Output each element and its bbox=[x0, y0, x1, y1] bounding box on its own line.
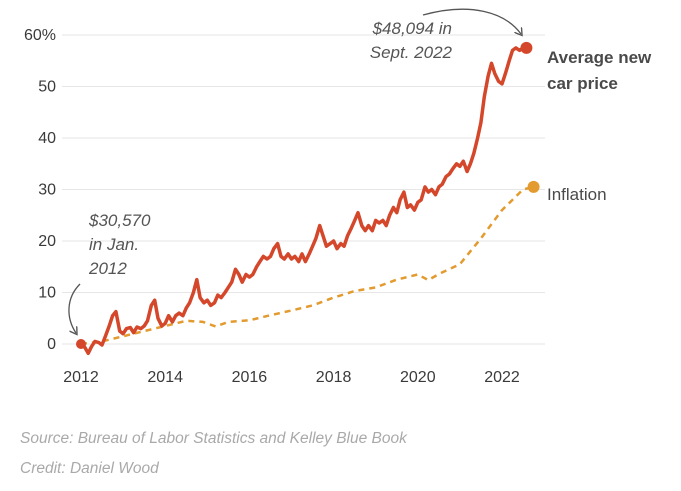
annotation-jan-2012-line-1: $30,570 bbox=[88, 211, 151, 230]
series-line-average-new-car-price bbox=[79, 46, 529, 356]
y-tick-label-10: 10 bbox=[38, 285, 56, 302]
y-tick-label-60: 60% bbox=[24, 27, 56, 44]
series-end-labels: Average new car price Inflation bbox=[547, 48, 652, 204]
x-tick-label-2012: 2012 bbox=[63, 369, 99, 386]
series-lines bbox=[76, 41, 540, 356]
x-axis-ticks: 2012 2014 2016 2018 2020 2022 bbox=[63, 369, 520, 386]
gridlines bbox=[62, 34, 545, 345]
y-axis-ticks: 0 10 20 30 40 50 60% bbox=[24, 27, 56, 353]
y-tick-label-20: 20 bbox=[38, 233, 56, 250]
series-label-inflation: Inflation bbox=[547, 185, 607, 204]
y-tick-label-40: 40 bbox=[38, 130, 56, 147]
annotation-jan-2012-line-2: in Jan. bbox=[89, 235, 139, 254]
annotation-arrow-sept-2022 bbox=[422, 8, 521, 34]
annotation-sept-2022-line-1: $48,094 in bbox=[372, 19, 452, 38]
series-label-average-new-car-price-line-1: Average new bbox=[547, 48, 652, 67]
annotation-sept-2022-line-2: Sept. 2022 bbox=[370, 43, 453, 62]
y-tick-label-30: 30 bbox=[38, 182, 56, 199]
annotations: $48,094 in Sept. 2022 $30,570 in Jan. 2012 bbox=[68, 8, 521, 333]
series-start-point-average-new-car-price bbox=[76, 339, 86, 349]
series-end-point-inflation bbox=[527, 180, 540, 193]
x-tick-label-2018: 2018 bbox=[316, 369, 352, 386]
x-tick-label-2020: 2020 bbox=[400, 369, 436, 386]
credit-note: Credit: Daniel Wood bbox=[20, 460, 159, 477]
y-tick-label-0: 0 bbox=[47, 336, 56, 353]
x-tick-label-2016: 2016 bbox=[232, 369, 268, 386]
annotation-arrow-jan-2012 bbox=[68, 283, 81, 333]
source-note: Source: Bureau of Labor Statistics and K… bbox=[20, 430, 407, 447]
x-tick-label-2014: 2014 bbox=[147, 369, 183, 386]
series-label-average-new-car-price-line-2: car price bbox=[547, 74, 618, 93]
series-end-point-average-new-car-price bbox=[520, 41, 533, 54]
y-tick-label-50: 50 bbox=[38, 79, 56, 96]
x-tick-label-2022: 2022 bbox=[484, 369, 520, 386]
annotation-jan-2012-line-3: 2012 bbox=[88, 259, 127, 278]
